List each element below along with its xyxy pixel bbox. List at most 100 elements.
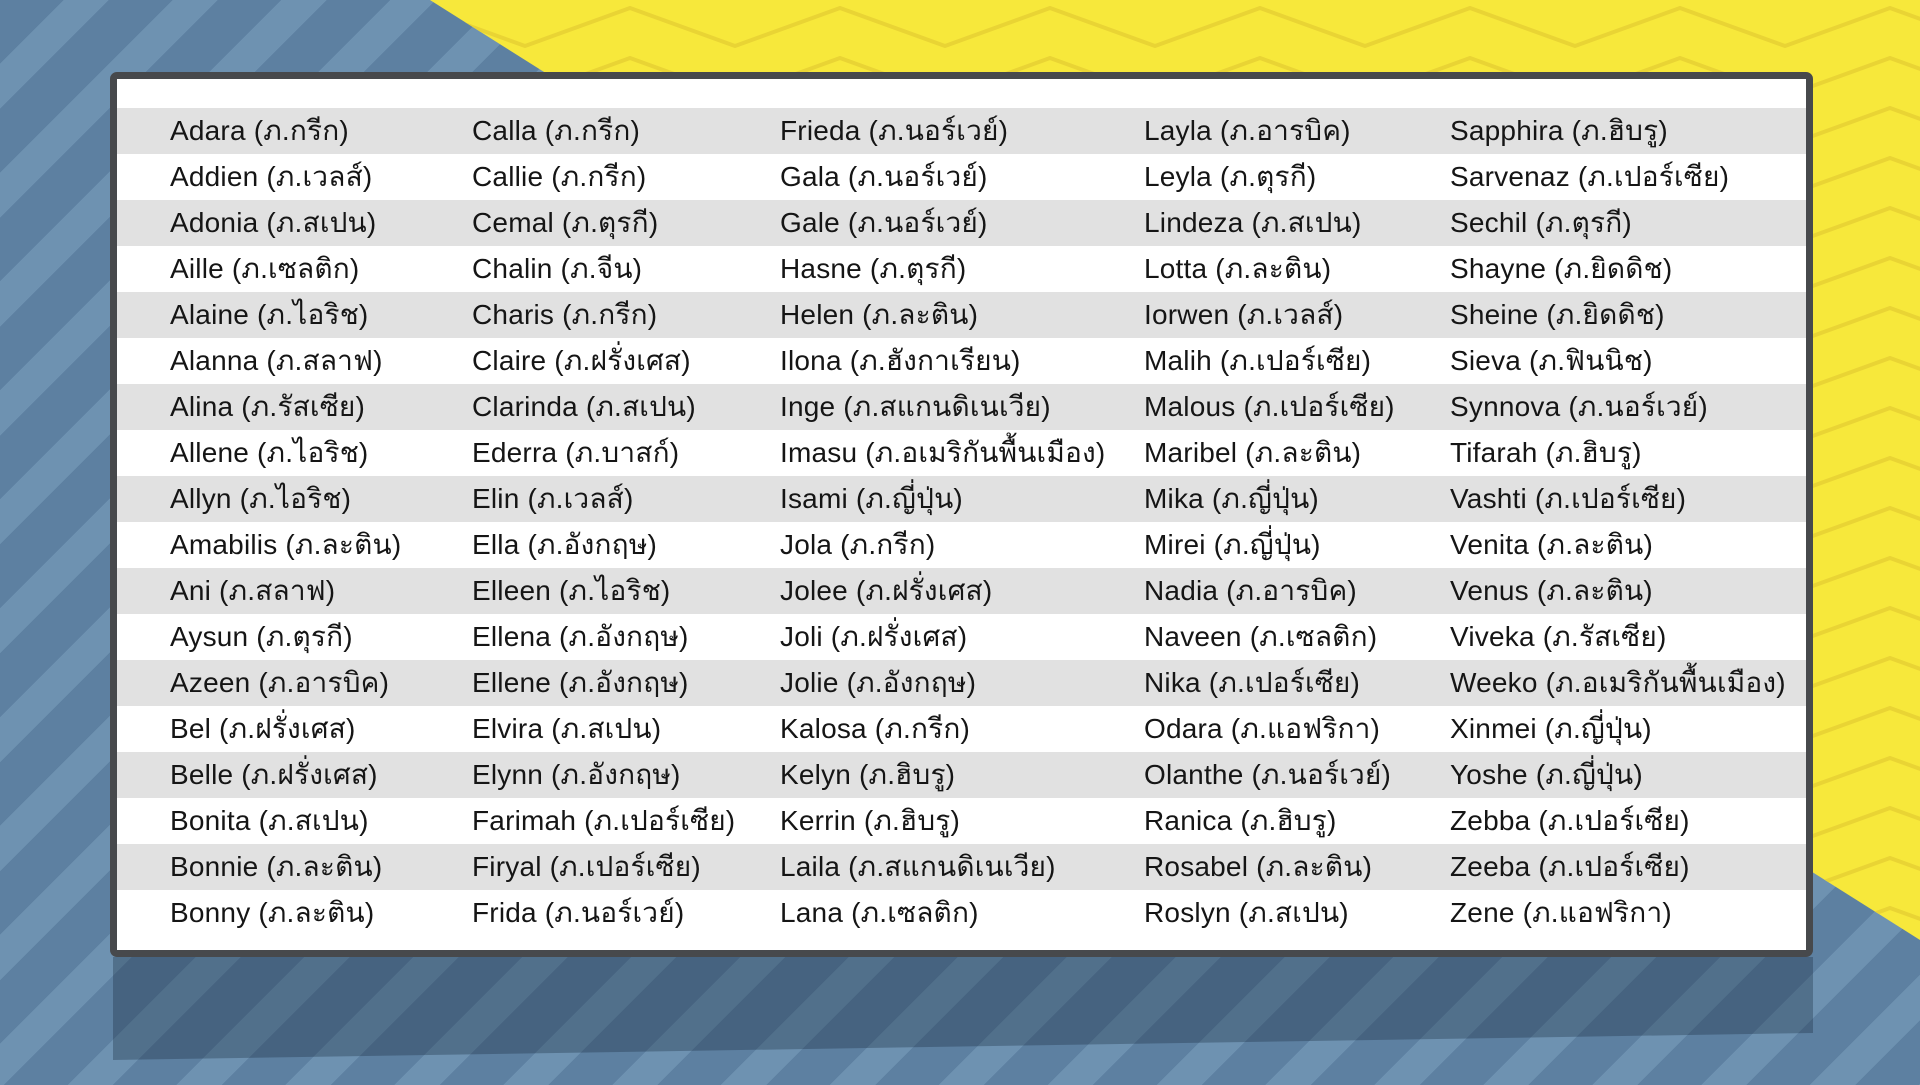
table-cell: Amabilis (ภ.ละติน) <box>170 529 402 560</box>
table-cell: Bonny (ภ.ละติน) <box>170 897 375 928</box>
table-row: Addien (ภ.เวลส์) Callie (ภ.กรีก) Gala (ภ.น… <box>117 154 1806 200</box>
table-cell: Elynn (ภ.อังกฤษ) <box>472 759 681 790</box>
card-shadow <box>113 957 1813 1060</box>
table-cell: Elin (ภ.เวลส์) <box>472 483 634 514</box>
table-cell: Rosabel (ภ.ละติน) <box>1144 851 1373 882</box>
table-cell: Belle (ภ.ฝรั่งเศส) <box>170 759 378 790</box>
table-cell: Ilona (ภ.ฮังกาเรียน) <box>780 345 1021 376</box>
table-cell: Sieva (ภ.ฟินนิช) <box>1450 345 1653 376</box>
table-cell: Callie (ภ.กรีก) <box>472 161 647 192</box>
table-cell: Jolie (ภ.อังกฤษ) <box>780 667 977 698</box>
table-cell: Sechil (ภ.ตุรกี) <box>1450 207 1632 238</box>
table-cell: Azeen (ภ.อารบิค) <box>170 667 390 698</box>
table-cell: Vashti (ภ.เปอร์เซีย) <box>1450 483 1687 514</box>
table-cell: Kerrin (ภ.ฮิบรู) <box>780 805 961 836</box>
table-cell: Nadia (ภ.อารบิค) <box>1144 575 1357 606</box>
table-cell: Malous (ภ.เปอร์เซีย) <box>1144 391 1395 422</box>
table-cell: Bonnie (ภ.ละติน) <box>170 851 383 882</box>
table-cell: Inge (ภ.สแกนดิเนเวีย) <box>780 391 1051 422</box>
table-row: Alaine (ภ.ไอริช) Charis (ภ.กรีก) Helen (ภ.… <box>117 292 1806 338</box>
table-cell: Malih (ภ.เปอร์เซีย) <box>1144 345 1372 376</box>
table-cell: Calla (ภ.กรีก) <box>472 115 641 146</box>
table-cell: Claire (ภ.ฝรั่งเศส) <box>472 345 691 376</box>
table-cell: Olanthe (ภ.นอร์เวย์) <box>1144 759 1392 790</box>
table-row: Bonita (ภ.สเปน) Farimah (ภ.เปอร์เซีย) Kerr… <box>117 798 1806 844</box>
table-cell: Helen (ภ.ละติน) <box>780 299 979 330</box>
table-cell: Zeeba (ภ.เปอร์เซีย) <box>1450 851 1690 882</box>
table-cell: Iorwen (ภ.เวลส์) <box>1144 299 1344 330</box>
table-cell: Sheine (ภ.ยิดดิช) <box>1450 299 1665 330</box>
table-row: Alina (ภ.รัสเซีย) Clarinda (ภ.สเปน) Inge (… <box>117 384 1806 430</box>
table-cell: Alina (ภ.รัสเซีย) <box>170 391 366 422</box>
table-cell: Xinmei (ภ.ญี่ปุ่น) <box>1450 713 1652 744</box>
table-cell: Clarinda (ภ.สเปน) <box>472 391 696 422</box>
table-cell: Imasu (ภ.อเมริกันพื้นเมือง) <box>780 437 1106 468</box>
table-cell: Frieda (ภ.นอร์เวย์) <box>780 115 1009 146</box>
table-cell: Mika (ภ.ญี่ปุ่น) <box>1144 483 1319 514</box>
table-cell: Roslyn (ภ.สเปน) <box>1144 897 1349 928</box>
table-cell: Lotta (ภ.ละติน) <box>1144 253 1332 284</box>
table-cell: Aysun (ภ.ตุรกี) <box>170 621 353 652</box>
table-cell: Layla (ภ.อารบิค) <box>1144 115 1351 146</box>
table-cell: Firyal (ภ.เปอร์เซีย) <box>472 851 701 882</box>
table-cell: Sapphira (ภ.ฮิบรู) <box>1450 115 1668 146</box>
table-cell: Alaine (ภ.ไอริช) <box>170 299 369 330</box>
table-cell: Bel (ภ.ฝรั่งเศส) <box>170 713 356 744</box>
table-cell: Elvira (ภ.สเปน) <box>472 713 662 744</box>
table-row: Adonia (ภ.สเปน) Cemal (ภ.ตุรกี) Gale (ภ.นอ… <box>117 200 1806 246</box>
table-cell: Charis (ภ.กรีก) <box>472 299 658 330</box>
table-row: Amabilis (ภ.ละติน) Ella (ภ.อังกฤษ) Jola (ภ… <box>117 522 1806 568</box>
table-cell: Ederra (ภ.บาสก์) <box>472 437 680 468</box>
table-cell: Alanna (ภ.สลาฟ) <box>170 345 383 376</box>
table-cell: Jola (ภ.กรีก) <box>780 529 936 560</box>
table-cell: Chalin (ภ.จีน) <box>472 253 643 284</box>
table-cell: Gala (ภ.นอร์เวย์) <box>780 161 988 192</box>
table-row: Bel (ภ.ฝรั่งเศส) Elvira (ภ.สเปน) Kalosa (ภ… <box>117 706 1806 752</box>
table-cell: Lana (ภ.เซลติก) <box>780 897 979 928</box>
table-cell: Jolee (ภ.ฝรั่งเศส) <box>780 575 993 606</box>
table-cell: Ranica (ภ.ฮิบรู) <box>1144 805 1337 836</box>
table-cell: Nika (ภ.เปอร์เซีย) <box>1144 667 1361 698</box>
table-cell: Cemal (ภ.ตุรกี) <box>472 207 659 238</box>
table-row: Aysun (ภ.ตุรกี) Ellena (ภ.อังกฤษ) Joli (ภ.… <box>117 614 1806 660</box>
table-cell: Farimah (ภ.เปอร์เซีย) <box>472 805 736 836</box>
table-cell: Joli (ภ.ฝรั่งเศส) <box>780 621 968 652</box>
table-cell: Allyn (ภ.ไอริช) <box>170 483 352 514</box>
table-row: Belle (ภ.ฝรั่งเศส) Elynn (ภ.อังกฤษ) Kelyn … <box>117 752 1806 798</box>
table-cell: Synnova (ภ.นอร์เวย์) <box>1450 391 1708 422</box>
table-cell: Weeko (ภ.อเมริกันพื้นเมือง) <box>1450 667 1786 698</box>
table-row: Bonnie (ภ.ละติน) Firyal (ภ.เปอร์เซีย) Lail… <box>117 844 1806 890</box>
table-row: Adara (ภ.กรีก) Calla (ภ.กรีก) Frieda (ภ.นอ… <box>117 108 1806 154</box>
table-cell: Allene (ภ.ไอริช) <box>170 437 369 468</box>
table-cell: Bonita (ภ.สเปน) <box>170 805 369 836</box>
table-cell: Maribel (ภ.ละติน) <box>1144 437 1362 468</box>
table-cell: Isami (ภ.ญี่ปุ่น) <box>780 483 963 514</box>
table-cell: Yoshe (ภ.ญี่ปุ่น) <box>1450 759 1643 790</box>
table-cell: Kelyn (ภ.ฮิบรู) <box>780 759 956 790</box>
table-cell: Venita (ภ.ละติน) <box>1450 529 1654 560</box>
table-cell: Ella (ภ.อังกฤษ) <box>472 529 658 560</box>
table-cell: Naveen (ภ.เซลติก) <box>1144 621 1378 652</box>
table-cell: Aille (ภ.เซลติก) <box>170 253 360 284</box>
table-row: Alanna (ภ.สลาฟ) Claire (ภ.ฝรั่งเศส) Ilona … <box>117 338 1806 384</box>
table-cell: Sarvenaz (ภ.เปอร์เซีย) <box>1450 161 1730 192</box>
table-row: Aille (ภ.เซลติก) Chalin (ภ.จีน) Hasne (ภ.ต… <box>117 246 1806 292</box>
table-row: Bonny (ภ.ละติน) Frida (ภ.นอร์เวย์) Lana (ภ… <box>117 890 1806 936</box>
table-cell: Kalosa (ภ.กรีก) <box>780 713 971 744</box>
table-row: Azeen (ภ.อารบิค) Ellene (ภ.อังกฤษ) Jolie (… <box>117 660 1806 706</box>
table-cell: Zene (ภ.แอฟริกา) <box>1450 897 1672 928</box>
table-cell: Venus (ภ.ละติน) <box>1450 575 1653 606</box>
table-cell: Ellena (ภ.อังกฤษ) <box>472 621 689 652</box>
table-cell: Viveka (ภ.รัสเซีย) <box>1450 621 1667 652</box>
table-row: Ani (ภ.สลาฟ) Elleen (ภ.ไอริช) Jolee (ภ.ฝรั… <box>117 568 1806 614</box>
table-row: Allene (ภ.ไอริช) Ederra (ภ.บาสก์) Imasu (ภ… <box>117 430 1806 476</box>
table-cell: Elleen (ภ.ไอริช) <box>472 575 671 606</box>
table-cell: Laila (ภ.สแกนดิเนเวีย) <box>780 851 1056 882</box>
table-cell: Lindeza (ภ.สเปน) <box>1144 207 1362 238</box>
table-cell: Gale (ภ.นอร์เวย์) <box>780 207 988 238</box>
table-cell: Hasne (ภ.ตุรกี) <box>780 253 967 284</box>
table-cell: Shayne (ภ.ยิดดิช) <box>1450 253 1673 284</box>
table-cell: Ellene (ภ.อังกฤษ) <box>472 667 689 698</box>
table-cell: Addien (ภ.เวลส์) <box>170 161 373 192</box>
